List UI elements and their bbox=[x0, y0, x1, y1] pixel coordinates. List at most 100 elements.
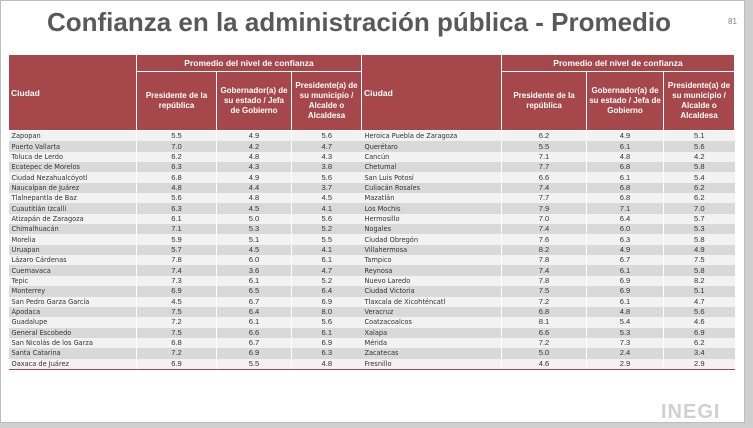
table-row: Tlalnepantla de Baz 5.6 4.8 4.5 bbox=[8, 193, 362, 204]
governor-value: 7.3 bbox=[586, 337, 664, 349]
city-cell: Tlalnepantla de Baz bbox=[8, 193, 137, 204]
mayor-value: 6.4 bbox=[290, 286, 362, 297]
city-cell: Fresnillo bbox=[361, 358, 502, 370]
mayor-value: 4.3 bbox=[290, 151, 362, 163]
governor-value: 6.6 bbox=[216, 327, 292, 338]
mayor-value: 4.7 bbox=[290, 265, 362, 276]
confidence-table-right: Ciudad Promedio del nivel de confianza P… bbox=[361, 54, 736, 370]
table-row: Ciudad Nezahualcóyotl 6.8 4.9 5.6 bbox=[8, 172, 362, 183]
governor-value: 6.4 bbox=[216, 306, 292, 318]
mayor-value: 4.5 bbox=[290, 193, 362, 204]
city-cell: Uruapan bbox=[8, 244, 137, 256]
governor-value: 4.9 bbox=[216, 172, 292, 183]
mayor-value: 4.6 bbox=[662, 317, 735, 328]
table-row: Puerto Vallarta 7.0 4.2 4.7 bbox=[8, 141, 362, 152]
president-value: 7.5 bbox=[136, 306, 217, 318]
president-value: 7.7 bbox=[501, 162, 587, 173]
president-value: 7.2 bbox=[136, 317, 217, 328]
president-value: 7.1 bbox=[136, 224, 217, 235]
table-row: Cancún 7.1 4.8 4.2 bbox=[361, 151, 735, 163]
governor-value: 4.9 bbox=[216, 130, 292, 142]
mayor-value: 3.7 bbox=[290, 182, 362, 194]
city-cell: Tampico bbox=[361, 255, 502, 266]
governor-value: 6.1 bbox=[216, 317, 292, 328]
city-cell: Toluca de Lerdo bbox=[8, 151, 137, 163]
governor-value: 6.9 bbox=[216, 348, 292, 359]
city-cell: Veracruz bbox=[361, 306, 502, 318]
city-cell: Xalapa bbox=[361, 327, 502, 338]
governor-value: 3.6 bbox=[216, 265, 292, 276]
mayor-value: 6.1 bbox=[290, 327, 362, 338]
header-city: Ciudad bbox=[361, 54, 502, 131]
mayor-value: 4.2 bbox=[662, 151, 735, 163]
governor-value: 5.4 bbox=[586, 317, 664, 328]
mayor-value: 5.4 bbox=[662, 172, 735, 183]
governor-value: 4.5 bbox=[216, 244, 292, 256]
city-cell: Tlaxcala de Xicohténcatl bbox=[361, 296, 502, 307]
table-row: Querétaro 5.5 6.1 5.6 bbox=[361, 141, 735, 152]
governor-value: 4.5 bbox=[216, 203, 292, 214]
governor-value: 6.3 bbox=[586, 234, 664, 245]
confidence-table-left: Ciudad Promedio del nivel de confianza P… bbox=[8, 54, 363, 370]
table-row: Villahermosa 8.2 4.9 4.9 bbox=[361, 244, 735, 256]
mayor-value: 8.2 bbox=[662, 275, 735, 287]
table-row: Toluca de Lerdo 6.2 4.8 4.3 bbox=[8, 151, 362, 163]
table-row: Cuautitlán Izcalli 6.3 4.5 4.1 bbox=[8, 203, 362, 214]
governor-value: 4.8 bbox=[586, 306, 664, 318]
governor-value: 6.9 bbox=[586, 275, 664, 287]
city-cell: Tepic bbox=[8, 275, 137, 287]
president-value: 5.7 bbox=[136, 244, 217, 256]
governor-value: 6.7 bbox=[216, 296, 292, 307]
table-row: Santa Catarina 7.2 6.9 6.3 bbox=[8, 348, 362, 359]
governor-value: 6.1 bbox=[216, 275, 292, 287]
mayor-value: 5.8 bbox=[662, 162, 735, 173]
president-value: 7.4 bbox=[501, 265, 587, 276]
table-row: Coatzacoalcos 8.1 5.4 4.6 bbox=[361, 317, 735, 328]
president-value: 7.6 bbox=[501, 234, 587, 245]
table-row: Nuevo Laredo 7.8 6.9 8.2 bbox=[361, 275, 735, 287]
city-cell: San Luis Potosí bbox=[361, 172, 502, 183]
city-cell: Zapopan bbox=[8, 130, 137, 142]
mayor-value: 5.2 bbox=[290, 224, 362, 235]
governor-value: 6.7 bbox=[586, 255, 664, 266]
table-row: Chetumal 7.7 6.8 5.8 bbox=[361, 162, 735, 173]
governor-value: 5.3 bbox=[216, 224, 292, 235]
city-cell: San Nicolás de los Garza bbox=[8, 337, 137, 349]
city-cell: San Pedro Garza García bbox=[8, 296, 137, 307]
slide: Confianza en la administración pública -… bbox=[0, 0, 745, 423]
slide-title: Confianza en la administración pública -… bbox=[46, 7, 672, 37]
mayor-value: 7.5 bbox=[662, 255, 735, 266]
governor-value: 6.8 bbox=[586, 193, 664, 204]
city-cell: General Escobedo bbox=[8, 327, 137, 338]
header-mayor: Presidente(a) de su municipio / Alcalde … bbox=[662, 71, 736, 131]
president-value: 5.9 bbox=[136, 234, 217, 245]
city-cell: Monterrey bbox=[8, 286, 137, 297]
president-value: 7.1 bbox=[501, 151, 587, 163]
table-row: Morelia 5.9 5.1 5.5 bbox=[8, 234, 362, 245]
city-cell: Puerto Vallarta bbox=[8, 141, 137, 152]
governor-value: 6.1 bbox=[586, 265, 664, 276]
city-cell: Chimalhuacán bbox=[8, 224, 137, 235]
table-row: Uruapan 5.7 4.5 4.1 bbox=[8, 244, 362, 256]
mayor-value: 6.1 bbox=[290, 255, 362, 266]
table-row: Tampico 7.8 6.7 7.5 bbox=[361, 255, 735, 266]
city-cell: Cuernavaca bbox=[8, 265, 137, 276]
mayor-value: 6.9 bbox=[290, 337, 362, 349]
president-value: 7.9 bbox=[501, 203, 587, 214]
president-value: 7.5 bbox=[136, 327, 217, 338]
city-cell: Ciudad Obregón bbox=[361, 234, 502, 245]
header-president: Presidente de la república bbox=[501, 71, 587, 131]
header-governor: Gobernador(a) de su estado / Jefa de Gob… bbox=[216, 71, 292, 131]
president-value: 6.6 bbox=[501, 172, 587, 183]
header-group: Promedio del nivel de confianza bbox=[500, 54, 736, 72]
president-value: 6.3 bbox=[136, 162, 217, 173]
governor-value: 4.8 bbox=[216, 151, 292, 163]
inegi-watermark-logo: INEGI bbox=[661, 401, 721, 423]
president-value: 6.8 bbox=[136, 172, 217, 183]
president-value: 7.4 bbox=[501, 224, 587, 235]
president-value: 7.0 bbox=[501, 213, 587, 225]
table-row: Fresnillo 4.6 2.9 2.9 bbox=[361, 358, 735, 370]
city-cell: Nuevo Laredo bbox=[361, 275, 502, 287]
president-value: 7.2 bbox=[501, 337, 587, 349]
mayor-value: 5.6 bbox=[290, 130, 362, 142]
